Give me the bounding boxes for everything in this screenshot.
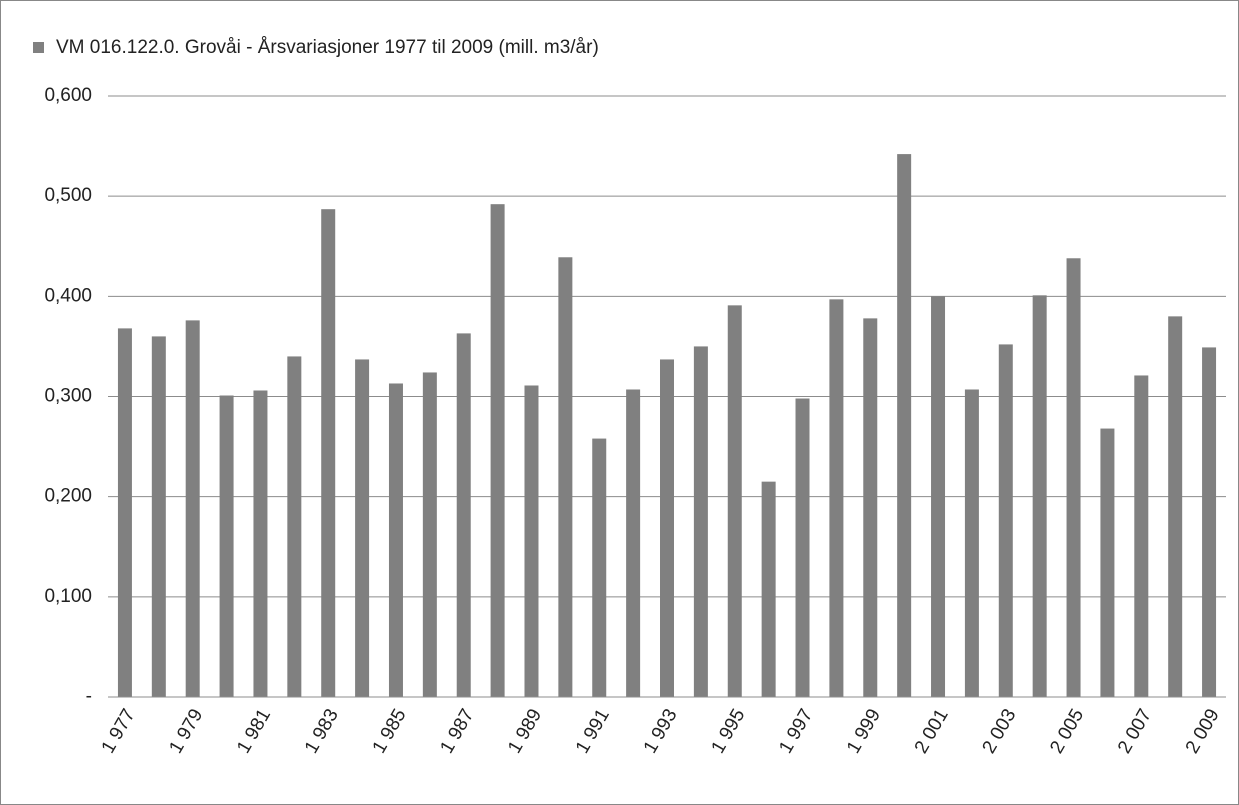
bar (897, 154, 912, 697)
legend-swatch (33, 42, 44, 53)
bar (998, 344, 1013, 697)
bar (1032, 295, 1047, 697)
bar (388, 383, 403, 697)
y-tick-label: 0,600 (44, 85, 92, 106)
bar (422, 372, 437, 697)
bar (558, 257, 573, 697)
y-tick-label: 0,100 (44, 586, 92, 607)
bar (490, 204, 505, 697)
bar (964, 389, 979, 697)
bar (693, 346, 708, 697)
legend-label: VM 016.122.0. Grovåi - Årsvariasjoner 19… (56, 37, 599, 58)
bar (456, 333, 471, 697)
bar (185, 320, 200, 697)
bar (117, 328, 132, 697)
bar (253, 390, 268, 697)
y-tick-label: 0,200 (44, 486, 92, 507)
y-tick-label: 0,300 (44, 386, 92, 407)
bar (863, 318, 878, 697)
bar (626, 389, 641, 697)
bar (829, 299, 844, 697)
bar (151, 336, 166, 697)
bar (355, 359, 370, 697)
bar (287, 356, 302, 697)
bar (795, 398, 810, 697)
bar (592, 438, 607, 697)
bar (761, 481, 776, 697)
bar (660, 359, 674, 697)
bar (1134, 375, 1149, 697)
bar (524, 385, 539, 697)
bar (727, 305, 742, 697)
bar (1100, 428, 1115, 697)
bar (321, 209, 336, 697)
y-tick-label: 0,500 (44, 185, 92, 206)
bar (1202, 347, 1217, 697)
bar (1066, 258, 1081, 697)
y-tick-label: - (86, 686, 92, 707)
bar (931, 296, 946, 697)
bar (219, 395, 234, 697)
y-tick-label: 0,400 (44, 285, 92, 306)
bar (1168, 316, 1183, 697)
